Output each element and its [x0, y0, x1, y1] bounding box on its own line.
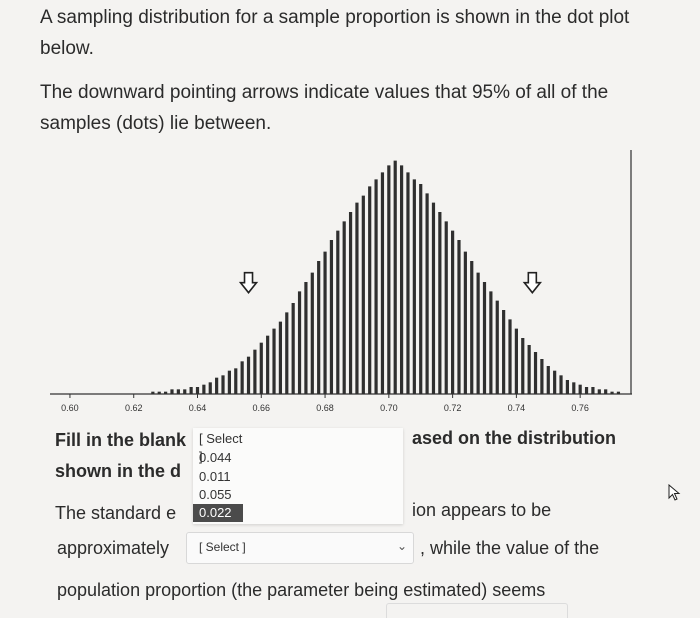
question-line-2-start: shown in the d [55, 461, 181, 481]
question-line-5: population proportion (the parameter bei… [57, 580, 546, 600]
dropdown-option-0-022-highlighted[interactable]: 0.022 [193, 504, 243, 522]
intro-paragraph-1: A sampling distribution for a sample pro… [40, 7, 630, 59]
x-tick-label: 0.62 [125, 403, 143, 413]
x-tick-label: 0.68 [316, 403, 334, 413]
intro-paragraph-2: The downward pointing arrows indicate va… [40, 82, 609, 134]
question-line-4-end: , while the value of the [420, 538, 600, 558]
mouse-cursor-icon [668, 484, 681, 501]
x-tick-label: 0.76 [571, 403, 589, 413]
dropdown-placeholder-option[interactable]: [ Select ] [199, 431, 243, 464]
parameter-select-placeholder: [ Select ] [199, 540, 246, 554]
question-line-3-end: ion appears to be [412, 500, 552, 520]
question-line-4-start: approximately [57, 538, 170, 558]
x-tick-label: 0.70 [380, 403, 398, 413]
down-arrow-icon [522, 271, 542, 294]
x-tick-label: 0.66 [253, 403, 271, 413]
x-tick-label: 0.74 [508, 403, 526, 413]
dot-plot: 0.60 0.62 0.64 0.66 0.68 0.70 0.72 0.74 0.76 [50, 150, 632, 413]
down-arrow-icon [238, 271, 259, 294]
next-select-partial[interactable] [386, 603, 568, 618]
question-line-3-start: The standard e [55, 503, 177, 523]
x-tick-label: 0.72 [444, 403, 462, 413]
dropdown-option-0-055[interactable]: 0.055 [199, 487, 232, 502]
dropdown-option-0-011[interactable]: 0.011 [199, 469, 231, 484]
question-line-1-end: ased on the distribution [412, 428, 617, 448]
chevron-down-icon: ⌄ [396, 539, 407, 553]
x-tick-label: 0.64 [189, 403, 207, 413]
x-tick-label: 0.60 [61, 403, 79, 413]
question-line-1-start: Fill in the blank [55, 430, 187, 450]
parameter-select[interactable]: [ Select ] ⌄ [186, 532, 414, 564]
dropdown-option-0-044[interactable]: 0.044 [199, 450, 232, 465]
standard-error-dropdown-list[interactable]: [ Select ] 0.044 0.011 0.055 0.022 [193, 428, 403, 524]
